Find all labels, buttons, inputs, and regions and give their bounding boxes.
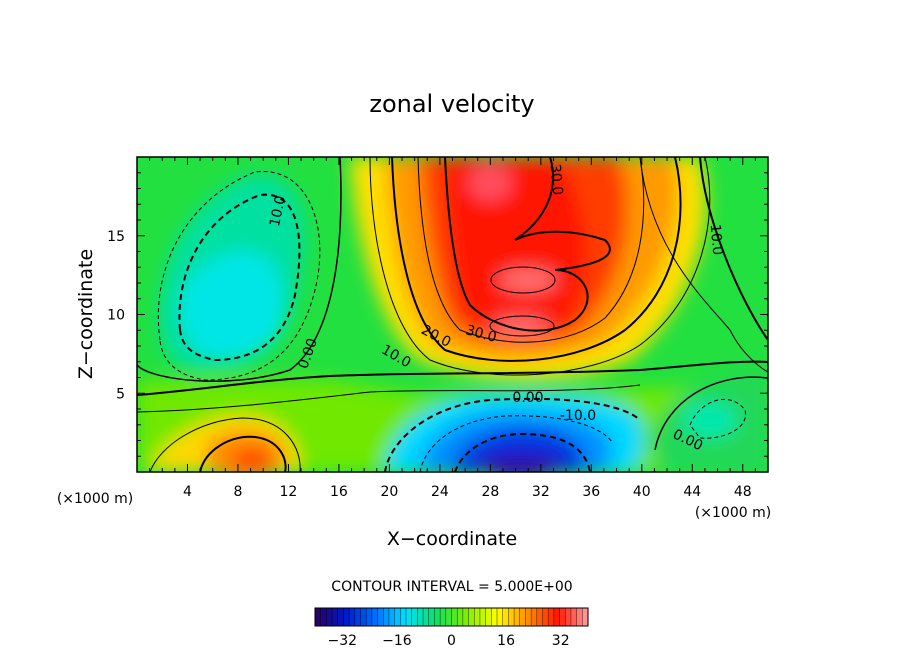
colorbar-segment	[343, 608, 350, 626]
colorbar-segment	[479, 608, 487, 626]
x-tick-label: 12	[280, 484, 298, 500]
colorbar-segment	[400, 608, 407, 626]
x-tick-label: 20	[380, 484, 398, 500]
colorbar-segment	[451, 608, 458, 626]
colorbar-segment	[349, 608, 356, 626]
colorbar-segment	[462, 608, 470, 626]
colorbar-segment	[485, 608, 492, 626]
colorbar-segment	[383, 608, 390, 626]
colorbar-segment	[354, 608, 362, 626]
plot-area: 10.0 30.0 10.0 0.00 30.0 20.0 10.0 0.00 …	[137, 157, 768, 472]
x-axis-label: X−coordinate	[387, 528, 517, 550]
x-axis: 4 8 12 16 20 24 28 32 36 40 44 48	[149, 157, 756, 500]
x-tick-label: 28	[481, 484, 499, 500]
colorbar-segment	[570, 608, 578, 626]
colorbar-segment	[366, 608, 373, 626]
colorbar-tick-label: 16	[497, 633, 515, 649]
colorbar-segment	[542, 608, 549, 626]
velocity-field	[137, 157, 768, 472]
colorbar-segment	[394, 608, 401, 626]
contour-interval-label: CONTOUR INTERVAL = 5.000E+00	[331, 579, 572, 595]
colorbar-segment	[406, 608, 413, 626]
contour-label: 0.00	[512, 390, 543, 406]
colorbar-segment	[582, 608, 589, 626]
x-tick-label: 40	[633, 484, 651, 500]
contour-label: 10.0	[267, 194, 289, 228]
x-tick-label: 24	[431, 484, 449, 500]
colorbar-segment	[411, 608, 418, 626]
colorbar-segment	[519, 608, 527, 626]
x-tick-label: 36	[582, 484, 600, 500]
colorbar-segment	[332, 608, 339, 626]
colorbar-segment	[320, 608, 327, 626]
colorbar-segment	[388, 608, 396, 626]
colorbar-frame	[314, 607, 589, 627]
colorbar: −32 −16 0 16 32	[314, 607, 589, 649]
chart-title: zonal velocity	[369, 90, 534, 118]
z-multiplier-label: (×1000 m)	[57, 491, 133, 507]
colorbar-segment	[502, 608, 509, 626]
colorbar-segment	[377, 608, 384, 626]
colorbar-tick-label: 32	[552, 633, 570, 649]
colorbar-segment	[315, 608, 322, 626]
colorbar-segment	[565, 608, 572, 626]
colorbar-segment	[497, 608, 504, 626]
colorbar-segment	[491, 608, 498, 626]
z-axis-label: Z−coordinate	[75, 249, 97, 379]
x-tick-label: 32	[532, 484, 550, 500]
colorbar-segment	[559, 608, 566, 626]
contour-label: 30.0	[547, 163, 566, 195]
colorbar-segment	[371, 608, 379, 626]
x-multiplier-label: (×1000 m)	[695, 505, 771, 521]
colorbar-segment	[474, 608, 481, 626]
x-tick-label: 8	[233, 484, 242, 500]
contour-label: 30.0	[464, 322, 498, 346]
colorbar-segment	[428, 608, 436, 626]
colorbar-segment	[514, 608, 521, 626]
colorbar-segment	[531, 608, 538, 626]
x-tick-label: 48	[734, 484, 752, 500]
z-axis: 5 10 15	[107, 172, 768, 457]
colorbar-segment	[548, 608, 555, 626]
colorbar-segment	[457, 608, 464, 626]
colorbar-segment	[553, 608, 561, 626]
x-tick-label: 16	[330, 484, 348, 500]
colorbar-segment	[326, 608, 333, 626]
colorbar-segment	[508, 608, 515, 626]
z-tick-label: 15	[107, 229, 125, 245]
z-tick-label: 5	[116, 386, 125, 402]
colorbar-segment	[440, 608, 447, 626]
colorbar-segment	[360, 608, 367, 626]
contour-label: 10.0	[707, 223, 726, 255]
z-tick-label: 10	[107, 308, 125, 324]
contour-label: -10.0	[560, 408, 596, 424]
colorbar-segment	[337, 608, 345, 626]
colorbar-segment	[417, 608, 424, 626]
colorbar-segment	[525, 608, 532, 626]
colorbar-tick-label: −16	[382, 633, 412, 649]
colorbar-segment	[536, 608, 544, 626]
colorbar-tick-label: −32	[328, 633, 358, 649]
colorbar-segment	[434, 608, 441, 626]
x-tick-label: 44	[683, 484, 701, 500]
colorbar-segment	[445, 608, 453, 626]
colorbar-segment	[423, 608, 430, 626]
colorbar-tick-label: 0	[447, 633, 456, 649]
contour-lines	[137, 157, 768, 472]
colorbar-segment	[468, 608, 475, 626]
colorbar-segment	[576, 608, 583, 626]
x-tick-label: 4	[183, 484, 192, 500]
